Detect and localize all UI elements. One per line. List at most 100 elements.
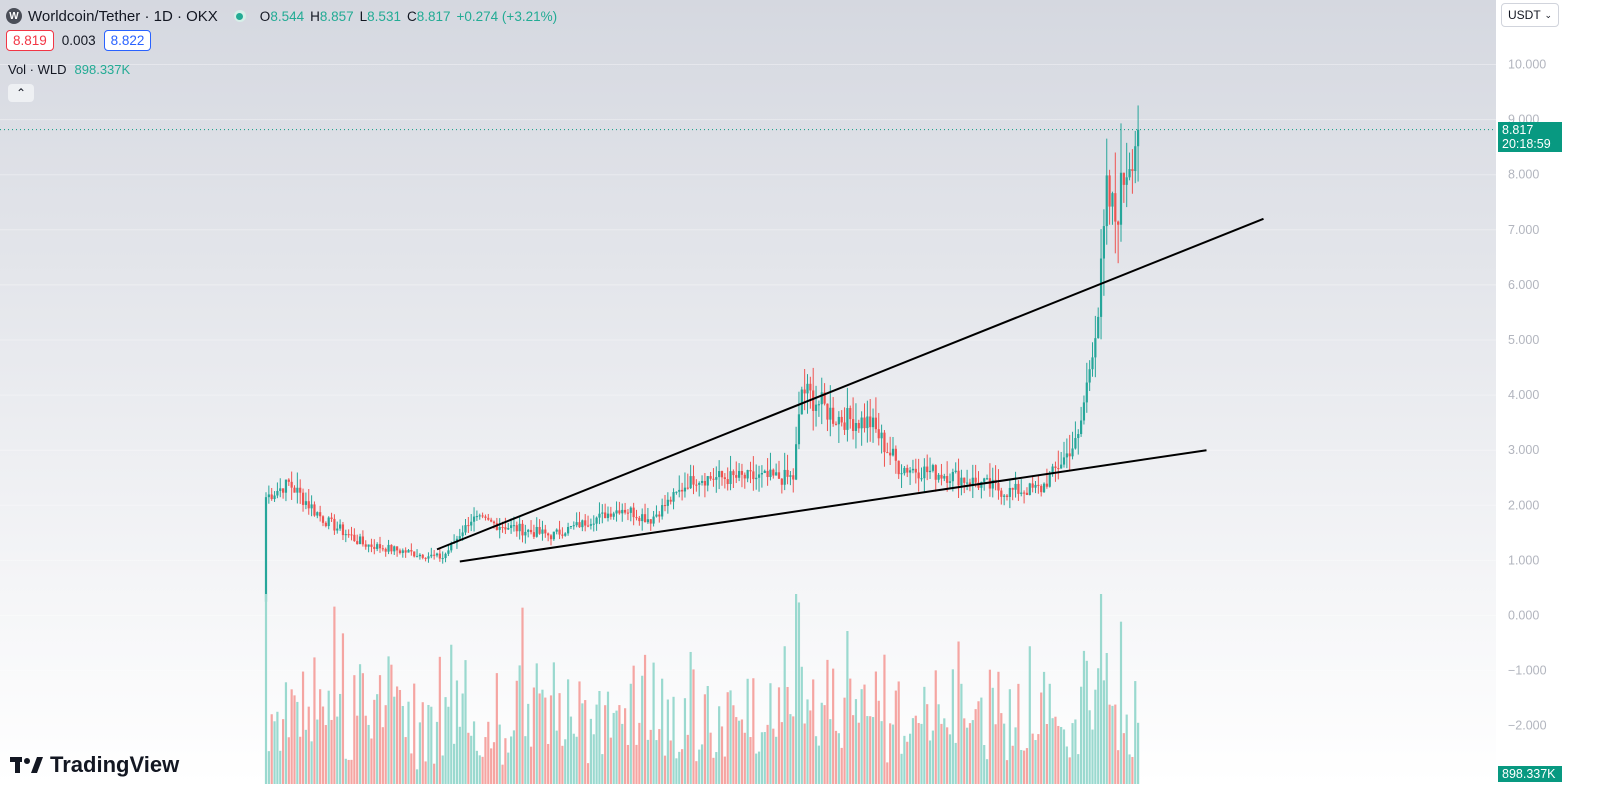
volume-bar: [524, 736, 527, 784]
currency-select[interactable]: USDT ⌄: [1501, 3, 1559, 27]
symbol-title[interactable]: Worldcoin/Tether · 1D · OKX: [28, 7, 218, 25]
candle-body: [1071, 448, 1074, 457]
volume-bar: [621, 723, 624, 784]
volume-bar: [678, 751, 681, 784]
volume-bar: [424, 761, 427, 784]
volume-bar: [512, 730, 516, 784]
candle-body: [1097, 316, 1100, 339]
candle-body: [1045, 483, 1048, 487]
volume-bar: [618, 705, 621, 784]
volume-bar: [293, 695, 296, 784]
volume-bar: [1082, 650, 1086, 784]
volume-bar: [495, 673, 498, 784]
candle-body: [877, 429, 880, 439]
buy-button[interactable]: 8.822: [103, 30, 152, 51]
volume-bar: [521, 607, 524, 784]
volume-bar: [1080, 686, 1083, 784]
candle-body: [1051, 466, 1054, 475]
volume-bar: [601, 754, 604, 784]
volume-bar: [706, 685, 709, 784]
volume-bar: [515, 680, 518, 784]
volume-bar: [783, 646, 786, 784]
candle-body: [584, 520, 587, 526]
candle-body: [678, 489, 681, 492]
candle-body: [589, 524, 592, 526]
volume-bar: [883, 654, 886, 784]
candle-body: [760, 473, 763, 475]
currency-label: USDT: [1508, 8, 1541, 22]
candle-body: [518, 523, 521, 532]
volume-bar: [1111, 705, 1114, 784]
candle-body: [510, 525, 513, 528]
candle-body: [527, 529, 530, 532]
volume-bar: [552, 662, 555, 784]
ohlc-values: O8.544 H8.857 L8.531 C8.817 +0.274 (+3.2…: [260, 9, 557, 24]
candle-body: [330, 517, 333, 519]
volume-bar: [390, 664, 393, 784]
candle-body: [646, 519, 649, 523]
volume-bar: [1008, 689, 1011, 784]
candle-body: [421, 554, 424, 558]
volume-bar: [983, 745, 986, 784]
volume-bar: [891, 724, 895, 784]
candle-body: [1128, 169, 1131, 178]
volume-bar: [817, 745, 820, 784]
collapse-legend-button[interactable]: ⌃: [8, 84, 34, 102]
volume-bar: [874, 671, 877, 784]
sell-button[interactable]: 8.819: [6, 30, 54, 51]
volume-bar: [378, 675, 382, 784]
candle-body: [643, 514, 647, 523]
volume-bar: [609, 737, 612, 784]
candle-body: [928, 470, 932, 473]
volume-bar: [681, 749, 684, 784]
candle-body: [1082, 402, 1086, 421]
volume-bar: [444, 697, 447, 784]
candle-body: [304, 501, 307, 505]
price-tick-label: 4.000: [1508, 388, 1539, 402]
volume-bar: [284, 682, 288, 784]
volume-bar: [732, 705, 735, 784]
volume-bar: [370, 738, 373, 784]
volume-bar: [327, 690, 330, 784]
candle-body: [675, 491, 678, 493]
candle-body: [293, 487, 296, 493]
candle-body: [641, 514, 644, 522]
candle-body: [1023, 492, 1026, 494]
candle-body: [985, 478, 989, 480]
volume-bar: [854, 699, 858, 784]
candle-body: [267, 494, 270, 498]
volume-bar: [871, 717, 875, 784]
volume-bar: [812, 679, 815, 784]
volume-bar: [1060, 726, 1063, 784]
candle-body: [341, 524, 345, 536]
candle-body: [373, 546, 376, 549]
candle-body: [797, 414, 801, 445]
candle-body: [980, 481, 983, 488]
candle-body: [501, 527, 504, 529]
volume-bar: [472, 721, 476, 784]
candle-body: [1057, 468, 1060, 470]
candle-body: [780, 478, 783, 485]
volume-bar: [700, 744, 704, 784]
tradingview-logo[interactable]: TradingView: [10, 752, 179, 778]
candle-body: [700, 480, 704, 483]
market-status-icon[interactable]: [233, 10, 246, 22]
volume-bar: [846, 631, 849, 784]
volume-bar: [304, 729, 307, 784]
volume-bar: [558, 693, 561, 784]
candle-body: [390, 544, 393, 552]
volume-bar: [646, 739, 649, 784]
candle-body: [749, 470, 752, 472]
candle-body: [814, 404, 818, 411]
volume-legend[interactable]: Vol · WLD 898.337K: [8, 62, 130, 77]
candle-body: [706, 476, 709, 486]
volume-bar: [803, 723, 806, 784]
candle-body: [296, 487, 299, 493]
candle-body: [376, 544, 379, 549]
candle-body: [689, 476, 692, 489]
candle-body: [572, 525, 575, 527]
price-tick-label: 6.000: [1508, 278, 1539, 292]
volume-bar: [549, 695, 553, 784]
volume-bar: [604, 705, 607, 784]
